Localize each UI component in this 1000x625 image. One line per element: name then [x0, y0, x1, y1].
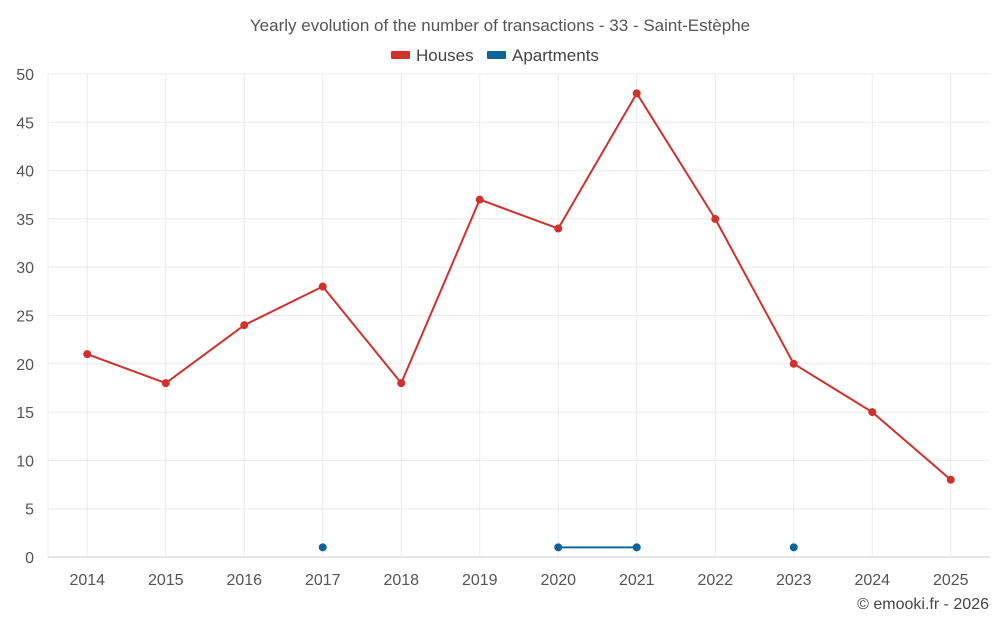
x-tick-label: 2022 [697, 572, 733, 589]
legend-label-apartments[interactable]: Apartments [512, 46, 599, 65]
grid-lines [47, 73, 990, 558]
data-point-apartments[interactable] [789, 543, 798, 552]
data-point-houses[interactable] [161, 379, 170, 388]
x-tick-label: 2025 [933, 572, 969, 589]
data-point-houses[interactable] [554, 224, 563, 233]
data-point-apartments[interactable] [554, 543, 563, 552]
chart-title: Yearly evolution of the number of transa… [250, 16, 750, 35]
x-tick-label: 2020 [540, 572, 576, 589]
x-tick-label: 2018 [383, 572, 419, 589]
data-point-houses[interactable] [868, 408, 877, 417]
data-point-houses[interactable] [83, 350, 92, 359]
data-point-apartments[interactable] [318, 543, 327, 552]
x-tick-label: 2019 [462, 572, 498, 589]
y-tick-label: 50 [16, 67, 34, 84]
data-point-houses[interactable] [240, 321, 249, 330]
data-point-houses[interactable] [946, 475, 955, 484]
series-points [83, 89, 955, 552]
y-tick-label: 25 [16, 309, 34, 326]
x-tick-label: 2016 [226, 572, 262, 589]
series-lines [86, 92, 952, 549]
x-tick-label: 2015 [148, 572, 184, 589]
y-tick-label: 15 [16, 405, 34, 422]
legend-label-houses[interactable]: Houses [416, 46, 474, 65]
data-point-apartments[interactable] [632, 543, 641, 552]
y-tick-label: 20 [16, 357, 34, 374]
legend: Houses Apartments [391, 46, 599, 65]
y-tick-label: 5 [25, 502, 34, 519]
x-tick-label: 2021 [619, 572, 655, 589]
x-tick-label: 2014 [69, 572, 105, 589]
x-tick-label: 2024 [854, 572, 890, 589]
y-tick-label: 10 [16, 453, 34, 470]
y-tick-label: 40 [16, 164, 34, 181]
data-point-houses[interactable] [397, 379, 406, 388]
y-tick-label: 30 [16, 260, 34, 277]
legend-swatch-apartments[interactable] [487, 51, 506, 59]
data-point-houses[interactable] [711, 214, 720, 223]
y-tick-label: 0 [25, 550, 34, 567]
x-tick-label: 2017 [305, 572, 341, 589]
data-point-houses[interactable] [789, 359, 798, 368]
data-point-houses[interactable] [632, 89, 641, 98]
x-tick-label: 2023 [776, 572, 812, 589]
data-point-houses[interactable] [475, 195, 484, 204]
x-axis-ticks: 2014 2015 2016 2017 2018 2019 2020 2021 2022 2023… [69, 572, 968, 589]
y-axis-ticks: 0 5 10 15 20 25 30 35 40 45 50 [16, 67, 34, 567]
y-tick-label: 35 [16, 212, 34, 229]
y-tick-label: 45 [16, 115, 34, 132]
series-line-houses [86, 92, 952, 481]
data-point-houses[interactable] [318, 282, 327, 291]
legend-swatch-houses[interactable] [391, 51, 410, 59]
credit-text: © emooki.fr - 2026 [857, 596, 989, 613]
